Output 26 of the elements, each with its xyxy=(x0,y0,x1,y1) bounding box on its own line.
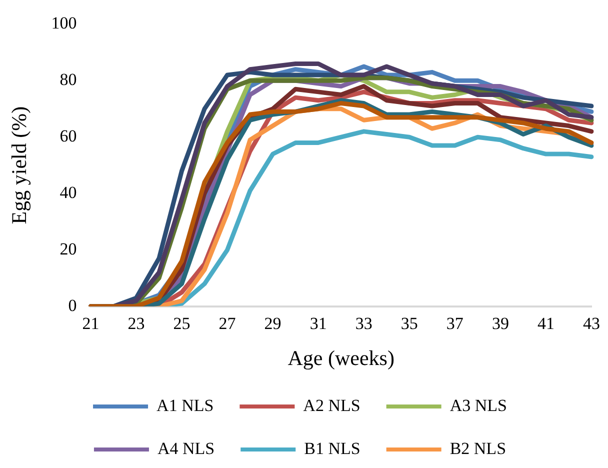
y-tick-label: 40 xyxy=(60,182,77,202)
y-axis-title: Egg yield (%) xyxy=(7,106,32,224)
x-tick-label: 35 xyxy=(400,314,418,334)
y-tick-label: 0 xyxy=(68,296,77,315)
x-tick-label: 33 xyxy=(355,314,372,334)
x-axis-title: Age (weeks) xyxy=(288,346,394,370)
y-tick-label: 20 xyxy=(60,239,77,258)
x-tick-label: 29 xyxy=(264,314,282,334)
x-tick-label: 39 xyxy=(492,314,509,334)
y-tick-label: 100 xyxy=(51,14,77,33)
x-tick-label: 25 xyxy=(173,314,190,334)
x-tick-label: 37 xyxy=(446,314,464,334)
x-tick-label: 21 xyxy=(82,314,100,334)
x-tick-label: 31 xyxy=(310,314,327,334)
legend-label: A4 NLS xyxy=(157,438,215,458)
legend-label: B1 NLS xyxy=(304,438,360,458)
x-tick-label: 23 xyxy=(128,314,145,334)
x-tick-label: 41 xyxy=(537,314,554,334)
x-tick-label: 27 xyxy=(218,314,236,334)
legend-label: A2 NLS xyxy=(303,396,360,415)
legend-label: B2 NLS xyxy=(450,438,506,458)
legend-label: A3 NLS xyxy=(450,396,507,415)
x-tick-label: 43 xyxy=(583,314,600,334)
y-tick-label: 80 xyxy=(60,70,77,90)
legend-label: A1 NLS xyxy=(156,396,214,415)
y-tick-label: 60 xyxy=(60,126,77,146)
